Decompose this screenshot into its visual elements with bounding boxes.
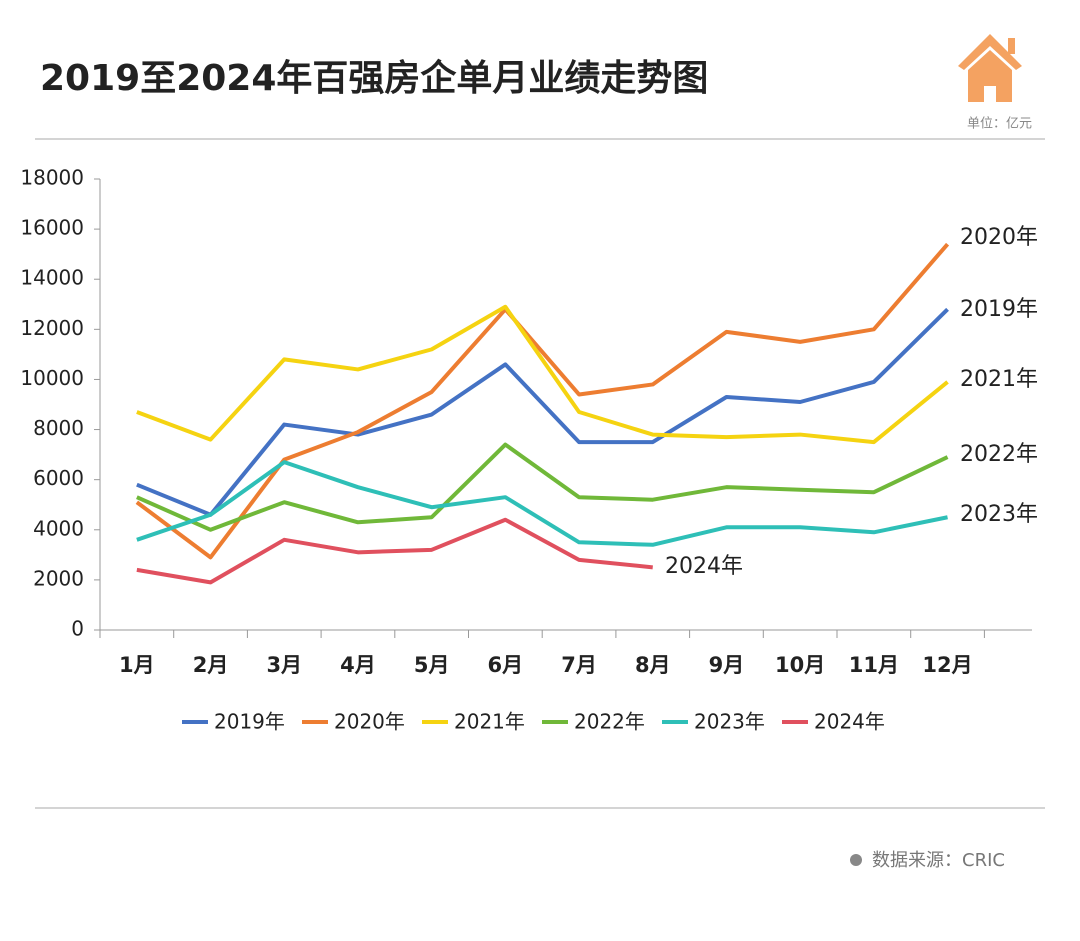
y-tick-label: 16000	[20, 216, 84, 240]
chart-title: 2019至2024年百强房企单月业绩走势图	[40, 57, 708, 99]
x-tick-label: 6月	[488, 653, 524, 677]
y-tick-label: 18000	[20, 166, 84, 190]
y-tick-label: 10000	[20, 366, 84, 390]
series-line	[136, 307, 949, 517]
series-line	[136, 460, 948, 547]
y-tick-label: 2000	[33, 566, 84, 590]
x-tick-label: 1月	[119, 653, 155, 677]
x-tick-label: 12月	[922, 653, 972, 677]
legend-label: 2019年	[214, 710, 285, 734]
series-end-label: 2020年	[960, 225, 1038, 250]
y-tick-label: 8000	[33, 416, 84, 440]
x-tick-label: 8月	[635, 653, 671, 677]
x-tick-label: 4月	[340, 653, 376, 677]
x-tick-label: 3月	[266, 653, 302, 677]
y-tick-label: 12000	[20, 316, 84, 340]
source-dot	[850, 854, 862, 866]
x-tick-label: 2月	[193, 653, 229, 677]
house-icon	[958, 34, 1022, 102]
legend-label: 2021年	[454, 710, 525, 734]
x-tick-label: 5月	[414, 653, 450, 677]
series-end-label: 2022年	[960, 442, 1038, 467]
unit-label: 单位：亿元	[967, 117, 1032, 132]
legend-label: 2024年	[814, 710, 885, 734]
x-tick-label: 9月	[709, 653, 745, 677]
x-tick-label: 10月	[775, 653, 825, 677]
x-tick-label: 11月	[849, 653, 899, 677]
x-tick-label: 7月	[561, 653, 597, 677]
source-label: 数据来源：CRIC	[872, 850, 1005, 871]
y-tick-label: 0	[71, 617, 84, 641]
series-line	[135, 242, 950, 560]
y-tick-label: 4000	[33, 516, 84, 540]
series-end-label: 2021年	[960, 367, 1038, 392]
y-tick-label: 14000	[20, 266, 84, 290]
legend-label: 2023年	[694, 710, 765, 734]
y-tick-label: 6000	[33, 466, 84, 490]
series-end-label: 2024年	[665, 554, 743, 579]
series-line	[136, 304, 949, 445]
series-end-label: 2023年	[960, 502, 1038, 527]
legend-label: 2022年	[574, 710, 645, 734]
series-end-label: 2019年	[960, 297, 1038, 322]
series-line	[136, 442, 949, 532]
series-line	[136, 517, 653, 585]
legend-label: 2020年	[334, 710, 405, 734]
